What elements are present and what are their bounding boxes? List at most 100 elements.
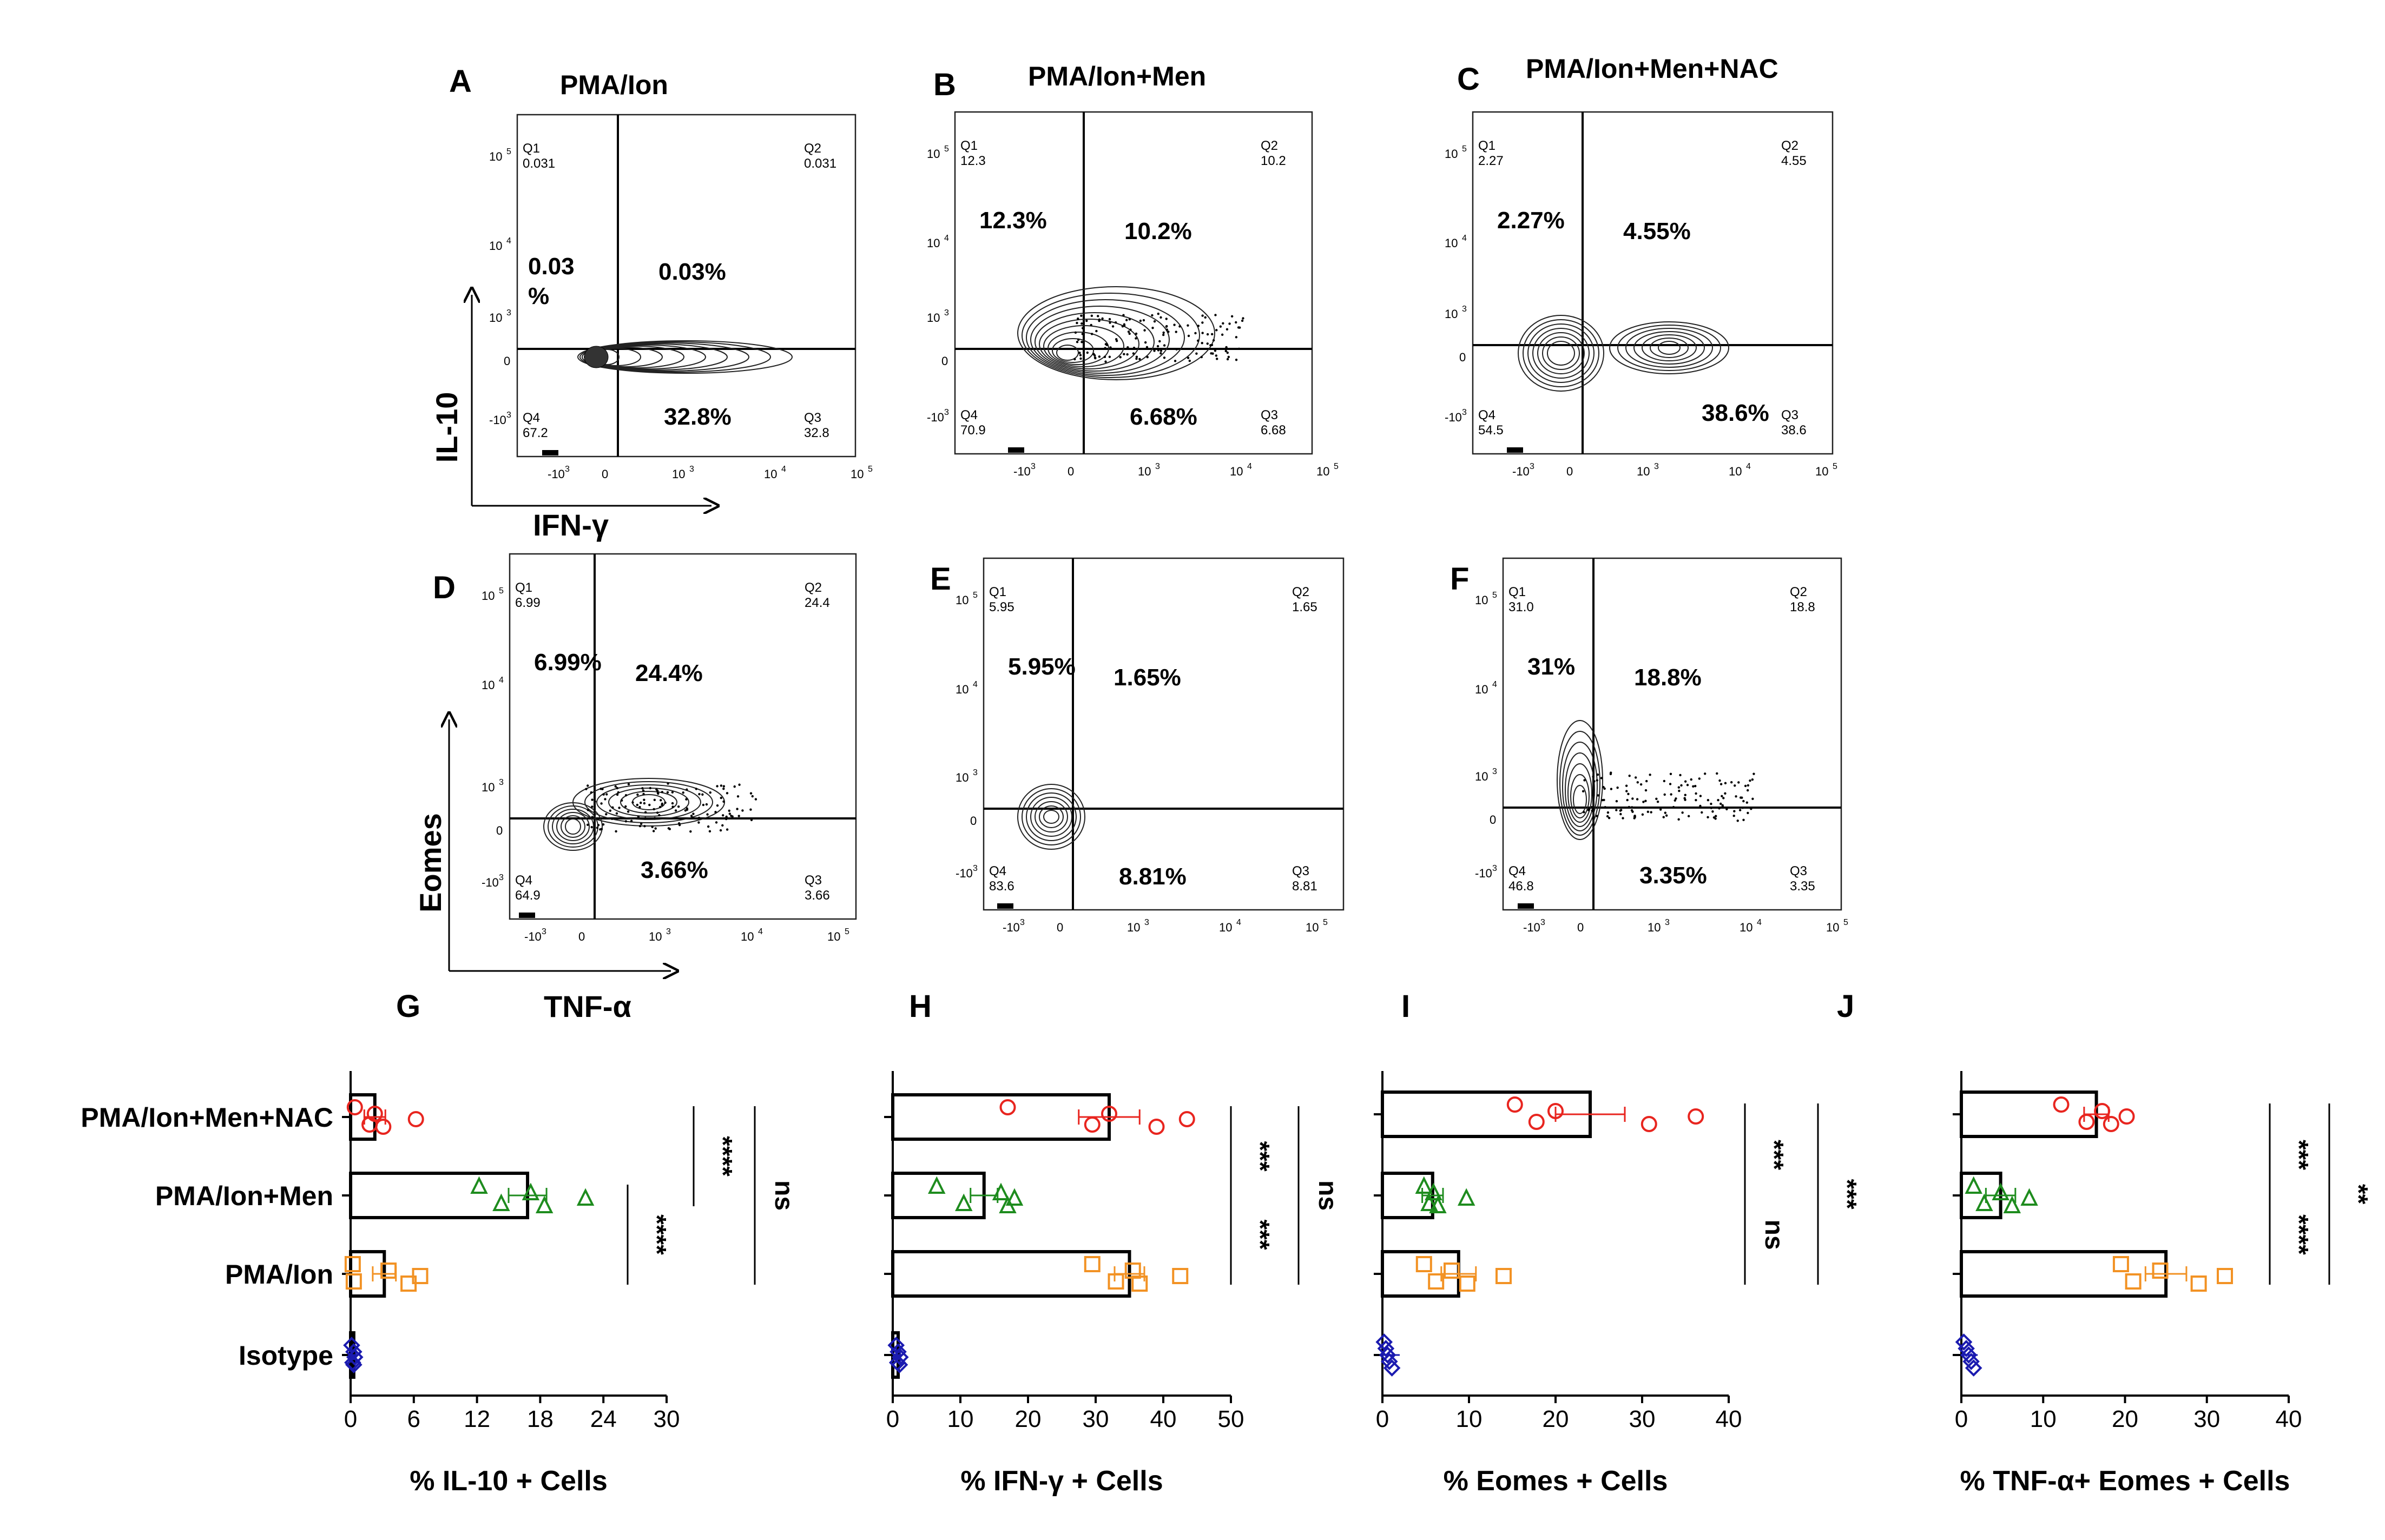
x-tick: -10 3 (1013, 462, 1036, 478)
event-dot (1215, 354, 1218, 357)
event-dot (1701, 811, 1703, 814)
x-tick-label: -10 (1003, 921, 1020, 934)
event-dot (1625, 790, 1628, 792)
y-tick-label: 0 (1490, 813, 1496, 827)
event-dot (615, 812, 618, 815)
y-axis-title-row2: Eomes (413, 813, 447, 913)
event-dot (664, 801, 667, 804)
event-dot (682, 791, 684, 794)
event-dot (1695, 799, 1697, 802)
panel-title: PMA/Ion+Men+NAC (1526, 54, 1778, 84)
event-dot (591, 805, 594, 808)
event-dot (653, 808, 655, 811)
event-dot (1123, 353, 1125, 355)
event-dot (1717, 799, 1719, 802)
contour-line (1542, 336, 1580, 370)
event-dot (1165, 325, 1168, 328)
q2-percent: 10.2% (1124, 218, 1192, 244)
event-dot (597, 824, 600, 827)
panel-letter: A (449, 64, 472, 99)
data-point (1379, 1346, 1396, 1364)
event-dot (1201, 314, 1204, 317)
y-tick: -10 3 (489, 411, 511, 427)
data-point (1084, 1116, 1101, 1133)
y-tick-exp: 4 (506, 236, 511, 246)
quadrant-id: Q1 (989, 585, 1006, 599)
axis-rug (542, 450, 558, 455)
event-dot (653, 817, 656, 819)
event-dot (636, 793, 639, 796)
data-point (345, 1356, 363, 1373)
event-dot (1730, 781, 1733, 784)
panel-letter: C (1457, 62, 1480, 97)
event-dot (640, 801, 642, 804)
event-dot (1076, 341, 1079, 343)
data-point (1428, 1273, 1445, 1290)
event-dot (1596, 815, 1598, 817)
x-tick: -10 3 (1512, 462, 1534, 478)
event-dot (1749, 779, 1751, 782)
event-dot (1226, 351, 1229, 354)
event-dot (1104, 360, 1107, 363)
event-dot (1162, 333, 1165, 336)
data-point (2112, 1256, 2129, 1272)
event-dot (719, 829, 722, 832)
q1-percent: 2.27% (1497, 207, 1565, 234)
event-dot (1592, 808, 1595, 811)
y-tick-exp: 4 (1462, 234, 1467, 243)
event-dot (1201, 342, 1203, 345)
event-dot (1630, 809, 1633, 812)
x-tick-exp: 5 (1833, 462, 1837, 471)
y-tick-label: 10 (1475, 770, 1488, 783)
q1-percent: 6.99% (534, 649, 602, 676)
y-tick: 10 5 (956, 591, 978, 607)
event-dot (610, 817, 614, 820)
q3-percent: 32.8% (664, 404, 732, 430)
event-dot (1735, 795, 1737, 798)
x-tick: 10 3 (649, 927, 671, 943)
y-tick: 10 3 (1475, 767, 1497, 783)
contour-line (1043, 810, 1059, 824)
axis-rug (1507, 447, 1523, 453)
event-dot (1127, 331, 1130, 333)
event-dot (701, 793, 704, 796)
x-tick: 10 3 (672, 465, 694, 481)
event-dot (754, 798, 757, 801)
y-tick: 10 4 (489, 236, 511, 253)
event-dot (1601, 798, 1604, 802)
data-point (2094, 1103, 2111, 1119)
event-dot (615, 830, 617, 833)
event-dot (1592, 775, 1595, 778)
y-tick: 10 4 (956, 680, 978, 696)
q2-percent: 24.4% (635, 660, 703, 686)
event-dot (1226, 328, 1229, 331)
quadrant-value: 70.9 (960, 423, 986, 438)
y-tick-exp: 5 (506, 147, 511, 156)
quadrant-value: 0.031 (804, 156, 836, 171)
event-dot (1125, 319, 1128, 321)
x-tick-label: 10 (1456, 1406, 1483, 1432)
contour-line (1609, 321, 1729, 374)
y-tick-exp: 3 (1462, 305, 1467, 314)
event-dot (1694, 785, 1697, 788)
event-dot (1677, 786, 1681, 789)
event-dot (1695, 792, 1697, 795)
x-tick-label: 40 (2276, 1406, 2302, 1432)
event-dot (1606, 811, 1610, 814)
quadrant-value: 24.4 (805, 596, 830, 610)
quadrant-id: Q3 (1781, 408, 1798, 422)
q1-percent-sign: % (528, 283, 549, 309)
plot-frame (1472, 111, 1834, 455)
x-tick-label: 10 (1316, 465, 1329, 478)
event-dot (677, 805, 680, 808)
event-dot (636, 803, 639, 807)
x-tick-exp: 5 (868, 465, 873, 474)
event-dot (1081, 341, 1083, 343)
y-tick-exp: 3 (499, 873, 504, 882)
event-dot (1073, 358, 1076, 361)
event-dot (706, 813, 709, 816)
event-dot (1712, 816, 1716, 819)
contour-line (577, 340, 793, 374)
event-dot (1636, 781, 1639, 784)
